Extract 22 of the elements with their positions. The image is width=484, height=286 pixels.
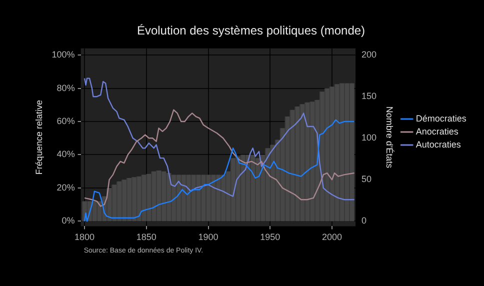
y2-tick-label: 50 — [362, 174, 372, 184]
x-tick-label: 1800 — [74, 232, 95, 242]
y2-tick-label: 0 — [362, 216, 367, 226]
y2-axis-title: Nombre d'États — [384, 106, 394, 169]
y-tick-label: 40% — [56, 149, 75, 160]
chart-title: Évolution des systèmes politiques (monde) — [136, 24, 366, 38]
legend-label: Anocraties — [416, 126, 459, 136]
y-axis-title: Fréquence relative — [34, 100, 44, 175]
y2-tick-label: 100 — [362, 132, 377, 143]
y2-tick-label: 200 — [362, 50, 377, 60]
y-tick-label: 100% — [52, 50, 75, 60]
x-tick-label: 1850 — [136, 232, 156, 242]
legend-label: Autocraties — [416, 139, 462, 150]
y2-tick-label: 150 — [362, 91, 377, 102]
y-tick-label: 0% — [62, 216, 75, 226]
x-tick-label: 2000 — [322, 232, 342, 242]
legend-label: Démocraties — [416, 113, 467, 124]
x-tick-label: 1950 — [260, 232, 280, 242]
y-tick-label: 80% — [56, 82, 75, 93]
y-tick-label: 20% — [56, 182, 75, 192]
x-tick-label: 1900 — [198, 232, 218, 242]
y-tick-label: 60% — [56, 116, 75, 126]
